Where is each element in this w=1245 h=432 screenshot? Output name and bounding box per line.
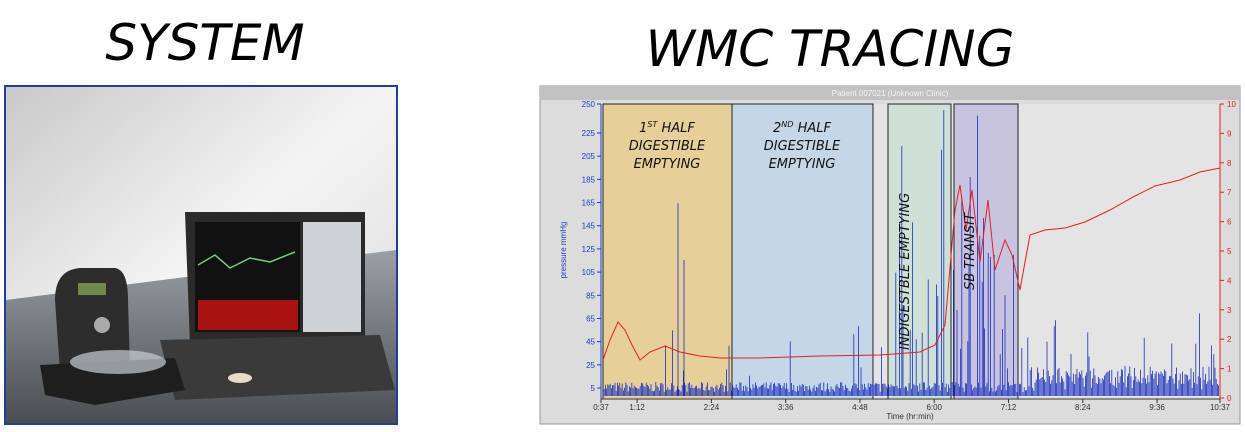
y2-tick-label: 10	[1227, 100, 1236, 109]
left-title: SYSTEM	[105, 14, 304, 72]
y-tick-label: 165	[582, 199, 596, 208]
region-label: INDIGESTBLE EMPTYING	[898, 193, 913, 350]
x-tick-label: 10:37	[1210, 403, 1231, 412]
x-tick-label: 8:24	[1075, 403, 1091, 412]
x-tick-label: 3:36	[778, 403, 794, 412]
y2-tick-label: 0	[1227, 394, 1232, 403]
y-tick-label: 65	[586, 314, 595, 323]
y-tick-label: 105	[582, 268, 596, 277]
region-label: EMPTYING	[634, 157, 701, 172]
y2-tick-label: 3	[1227, 306, 1232, 315]
x-tick-label: 9:36	[1149, 403, 1165, 412]
tracing-header: Patient 007021 (Unknown Clinic)	[832, 89, 949, 98]
temperature-trace	[602, 167, 1221, 361]
y-tick-label: 5	[591, 384, 596, 393]
y-axis-label: pressure mmHg	[559, 222, 568, 279]
y2-tick-label: 6	[1227, 218, 1232, 227]
region-label: DIGESTIBLE	[764, 139, 841, 154]
y2-tick-label: 2	[1227, 335, 1232, 344]
region	[953, 103, 1019, 400]
x-tick-label: 0:37	[593, 403, 609, 412]
label-part: 2	[773, 121, 781, 136]
label-sup: ND	[781, 120, 793, 129]
region	[602, 103, 733, 400]
right-title: WMC TRACING	[646, 20, 1015, 78]
x-tick-label: 2:24	[704, 403, 720, 412]
tracing: Patient 007021 (Unknown Clinic) 0:37 1:12…	[539, 85, 1241, 425]
pressure-spikes	[602, 110, 1219, 396]
label-part: HALF	[657, 121, 695, 136]
y2-tick-label: 8	[1227, 159, 1232, 168]
region-label: 2ND HALF	[773, 120, 831, 136]
y2-tick-label: 9	[1227, 129, 1232, 138]
y-tick-label: 85	[586, 291, 595, 300]
x-axis-label: Time (hr:min)	[886, 412, 934, 421]
region-label: DIGESTIBLE	[629, 139, 706, 154]
y-tick-label: 145	[582, 222, 596, 231]
region-label: SB TRANSIT	[963, 212, 978, 290]
y-tick-label: 45	[586, 338, 595, 347]
region-label: 1ST HALF	[639, 120, 695, 136]
system-photo	[4, 85, 398, 425]
label-part: HALF	[793, 121, 831, 136]
y-tick-label: 250	[582, 100, 596, 109]
x-tick-label: 7:12	[1001, 403, 1017, 412]
region-label: EMPTYING	[769, 157, 836, 172]
y2-tick-label: 4	[1227, 276, 1232, 285]
x-tick-label: 4:48	[852, 403, 868, 412]
y2-tick-label: 5	[1227, 247, 1232, 256]
y-tick-label: 25	[586, 361, 595, 370]
x-tick-label: 1:12	[629, 403, 645, 412]
label-sup: ST	[647, 120, 658, 129]
pressure-trace	[602, 110, 1219, 396]
y2-tick-label: 1	[1227, 365, 1232, 374]
y-tick-label: 185	[582, 175, 596, 184]
region	[887, 103, 952, 400]
x-tick-label: 6:00	[926, 403, 942, 412]
label-part: 1	[639, 121, 647, 136]
region	[731, 103, 874, 400]
y-tick-label: 205	[582, 152, 596, 161]
y2-tick-label: 7	[1227, 188, 1232, 197]
y-tick-label: 225	[582, 129, 596, 138]
y-tick-label: 125	[582, 245, 596, 254]
